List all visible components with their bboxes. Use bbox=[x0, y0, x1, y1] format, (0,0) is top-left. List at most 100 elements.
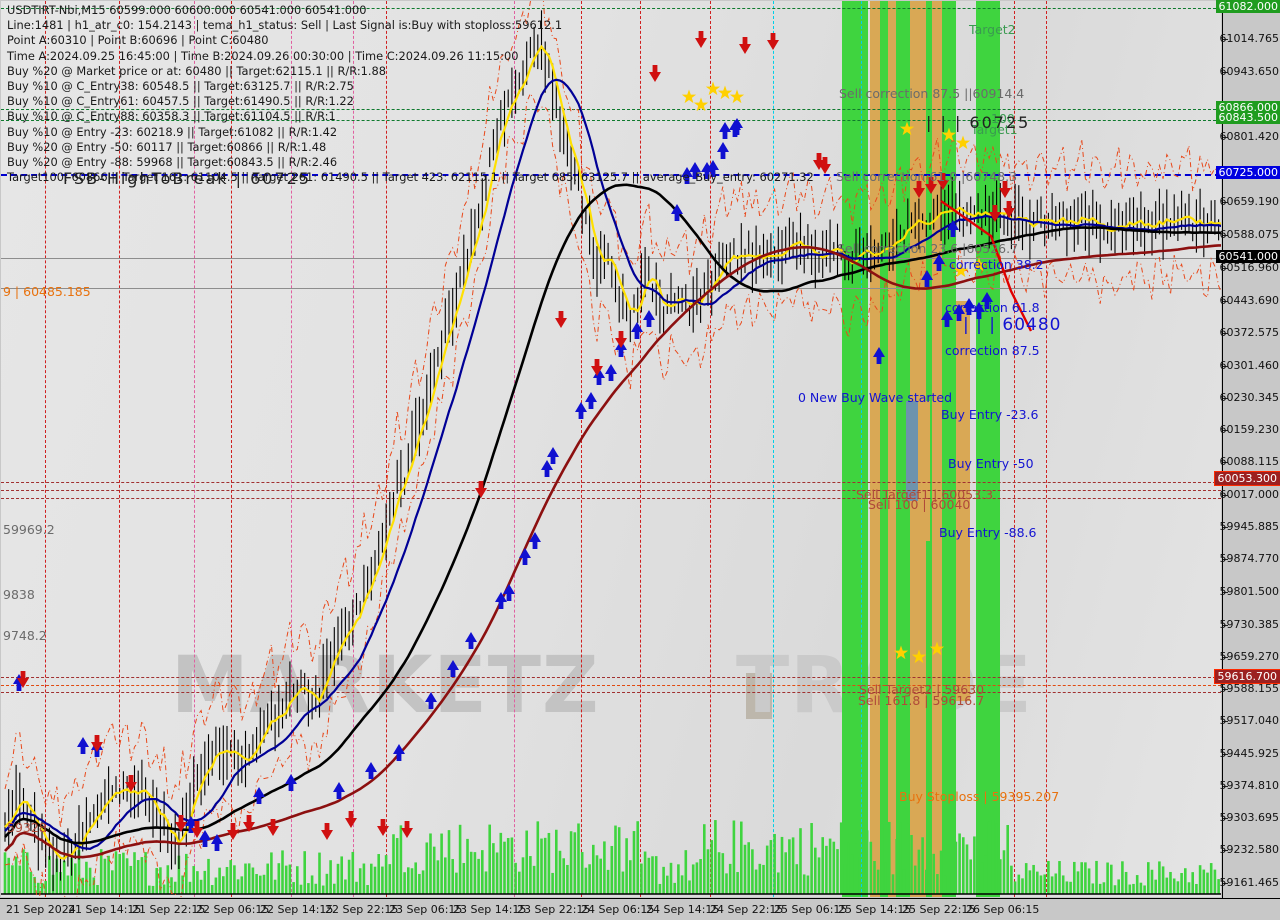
chart-annotation: Sell 100 | 60040 bbox=[868, 497, 971, 512]
price-label: 59730.385 bbox=[1219, 617, 1280, 631]
price-label: 59801.500 bbox=[1219, 585, 1280, 599]
price-label: 60017.000 bbox=[1219, 487, 1280, 501]
chart-annotation: Buy Stoploss | 59395.207 bbox=[899, 789, 1060, 804]
chart-annotation: 0 New Buy Wave started bbox=[798, 390, 953, 405]
session-line bbox=[386, 1, 387, 897]
price-tick bbox=[1223, 365, 1228, 367]
level-line bbox=[1, 490, 1221, 491]
zone-band-partial bbox=[906, 401, 918, 501]
price-axis[interactable]: 61082.000 61014.765 60943.650 60866.000 6084… bbox=[1213, 0, 1280, 898]
session-line bbox=[773, 1, 774, 897]
edge-annotation: 9748.2 bbox=[3, 628, 47, 643]
price-tick bbox=[1223, 39, 1228, 41]
price-tick bbox=[1223, 592, 1228, 594]
chart-annotation: Target2 bbox=[969, 22, 1016, 37]
chart-annotation: correction 38.2 bbox=[949, 257, 1044, 272]
price-tick bbox=[1223, 267, 1228, 269]
price-label: 60159.230 bbox=[1219, 423, 1280, 437]
time-label: 21 Sep 14:15 bbox=[68, 903, 142, 916]
price-label: 59161.465 bbox=[1219, 875, 1280, 889]
edge-annotation: 59328 bbox=[7, 820, 47, 835]
time-label: 22 Sep 14:15 bbox=[260, 903, 334, 916]
price-label: 59303.695 bbox=[1219, 811, 1280, 825]
price-tick bbox=[1223, 494, 1228, 496]
chart-annotation: Target1 bbox=[971, 122, 1018, 137]
time-label: 25 Sep 14:15 bbox=[838, 903, 912, 916]
chart-annotation: Buy Entry -50 bbox=[948, 456, 1034, 471]
price-label: 59588.155 bbox=[1219, 682, 1280, 696]
session-line bbox=[514, 1, 515, 897]
header-line-8: Buy %10 @ Entry -23: 60218.9 || Target:6… bbox=[7, 124, 338, 139]
header-line-11: Target100: 60866 || Target 161: 61104.5 … bbox=[7, 170, 814, 185]
price-tick bbox=[1223, 526, 1228, 528]
chart-info-header: USDTIRT-Nbi,M15 60599.000 60600.000 6054… bbox=[7, 3, 814, 185]
level-line bbox=[1, 685, 1221, 686]
price-tick bbox=[1223, 234, 1228, 236]
watermark-left: MARKETZ bbox=[171, 641, 600, 731]
level-line bbox=[1, 288, 1221, 289]
header-line-2: Point A:60310 | Point B:60696 | Point C:… bbox=[7, 33, 269, 48]
session-line bbox=[353, 1, 354, 897]
price-tick bbox=[1223, 137, 1228, 139]
price-label: 59445.925 bbox=[1219, 746, 1280, 760]
chart-plot-area[interactable]: MARKETZ TRADE FSB-HighToBreak | 60725Tar… bbox=[1, 1, 1221, 897]
price-label: 59517.040 bbox=[1219, 714, 1280, 728]
price-label: 60301.460 bbox=[1219, 358, 1280, 372]
session-line bbox=[710, 1, 711, 897]
level-line bbox=[1, 120, 1221, 121]
price-tick bbox=[1223, 559, 1228, 561]
header-line-5: Buy %10 @ C_Entry38: 60548.5 || Target:6… bbox=[7, 78, 354, 93]
header-line-7: Buy %10 @ C_Entry88: 60358.3 || Target:6… bbox=[7, 109, 336, 124]
header-line-4: Buy %20 @ Market price or at: 60480 || T… bbox=[7, 63, 387, 78]
price-label-highlight: 60053.300 bbox=[1213, 471, 1280, 487]
price-tick bbox=[1223, 656, 1228, 658]
level-line bbox=[1, 109, 1221, 110]
price-label-highlight: 60541.000 bbox=[1215, 250, 1280, 264]
chart-annotation: | | | 60480 bbox=[963, 315, 1062, 335]
price-tick bbox=[1223, 785, 1228, 787]
chart-annotation: Sell Target1 | 60053.3 bbox=[856, 487, 994, 502]
price-tick bbox=[1223, 333, 1228, 335]
time-label: 23 Sep 22:15 bbox=[517, 903, 591, 916]
price-tick bbox=[1223, 397, 1228, 399]
price-label: 61014.765 bbox=[1219, 32, 1280, 46]
price-label-highlight: 61082.000 bbox=[1215, 0, 1280, 14]
edge-annotation: 59969.2 bbox=[3, 522, 55, 537]
price-label: 60943.650 bbox=[1219, 64, 1280, 78]
zone-band-partial bbox=[956, 301, 970, 701]
time-label: 22 Sep 06:15 bbox=[196, 903, 270, 916]
session-line bbox=[581, 1, 582, 897]
time-label: 24 Sep 22:15 bbox=[710, 903, 784, 916]
chart-annotation: Buy Entry -88.6 bbox=[939, 525, 1037, 540]
time-label: 23 Sep 06:15 bbox=[389, 903, 463, 916]
price-label: 60659.190 bbox=[1219, 195, 1280, 209]
zone-band bbox=[932, 1, 942, 897]
zone-band-partial bbox=[976, 1, 988, 721]
session-line bbox=[194, 1, 195, 897]
zone-band-partial bbox=[942, 1, 956, 701]
session-line bbox=[1046, 1, 1047, 897]
header-line-10: Buy %20 @ Entry -88: 59968 || Target:608… bbox=[7, 154, 338, 169]
session-line bbox=[45, 1, 46, 897]
time-label: 24 Sep 14:15 bbox=[646, 903, 720, 916]
edge-annotation: 9 | 60485.185 bbox=[3, 284, 91, 299]
level-line bbox=[1, 258, 1221, 259]
chart-annotation: Sell correction 23.6 |60526.7 bbox=[837, 241, 1019, 256]
price-label: 60516.960 bbox=[1219, 260, 1280, 274]
level-line bbox=[1, 692, 1221, 693]
time-axis[interactable]: 21 Sep 2024 21 Sep 14:15 21 Sep 22:15 22 Se… bbox=[0, 898, 1280, 920]
chart-annotation: Buy Entry -23.6 bbox=[941, 407, 1039, 422]
header-line-0: USDTIRT-Nbi,M15 60599.000 60600.000 6054… bbox=[7, 3, 367, 17]
price-label: 59945.885 bbox=[1219, 519, 1280, 533]
price-tick bbox=[1223, 71, 1228, 73]
header-line-3: Time A:2024.09.25 16:45:00 | Time B:2024… bbox=[7, 48, 519, 63]
price-tick bbox=[1223, 462, 1228, 464]
price-tick bbox=[1223, 753, 1228, 755]
session-line bbox=[291, 1, 292, 897]
price-tick bbox=[1223, 624, 1228, 626]
price-label: 59874.770 bbox=[1219, 552, 1280, 566]
price-label: 60588.075 bbox=[1219, 227, 1280, 241]
chart-annotation: FSB-HighToBreak | 60725 bbox=[63, 169, 312, 188]
level-line bbox=[1, 498, 1221, 499]
